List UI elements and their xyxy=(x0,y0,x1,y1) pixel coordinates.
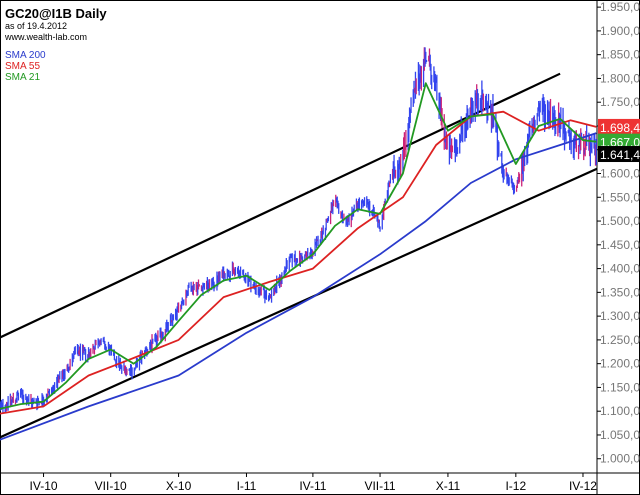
x-tick-label: IV-10 xyxy=(30,479,58,493)
legend-sma-21: SMA 21 xyxy=(5,72,41,83)
x-tick-label: VII-11 xyxy=(364,479,395,493)
y-tick-label: 1.400,0 xyxy=(600,262,640,276)
y-tick-label: 1.550,0 xyxy=(600,190,640,204)
legend-sma-200: SMA 200 xyxy=(5,50,46,61)
y-tick-label: 1.450,0 xyxy=(600,238,640,252)
channel-upper-line xyxy=(0,72,561,339)
y-tick-label: 1.950,0 xyxy=(600,0,640,14)
y-tick-label: 1.750,0 xyxy=(600,95,640,109)
y-tick-label: 1.000,0 xyxy=(600,452,640,466)
legend-sma-55: SMA 55 xyxy=(5,61,41,72)
y-tick-label: 1.500,0 xyxy=(600,214,640,228)
y-tick-label: 1.100,0 xyxy=(600,404,640,418)
as-of-date: as of 19.4.2012 xyxy=(5,21,68,31)
price-tag-last-label: 1.641,4 xyxy=(600,148,640,162)
chart-title: GC20@I1B Daily xyxy=(5,6,107,21)
x-tick-label: IV-12 xyxy=(569,479,597,493)
y-tick-label: 1.250,0 xyxy=(600,333,640,347)
source-site: www.wealth-lab.com xyxy=(5,32,88,42)
x-tick-label: X-10 xyxy=(166,479,192,493)
y-tick-label: 1.900,0 xyxy=(600,24,640,38)
y-tick-label: 1.850,0 xyxy=(600,48,640,62)
sma-21-line xyxy=(0,82,597,410)
y-tick-label: 1.600,0 xyxy=(600,167,640,181)
x-tick-label: I-12 xyxy=(505,479,526,493)
x-tick-label: X-11 xyxy=(436,479,461,493)
channel-lower-line xyxy=(0,167,598,439)
price-tag-sma55 xyxy=(598,118,640,135)
x-tick-label: I-11 xyxy=(237,479,257,493)
sma-55-line xyxy=(0,110,597,415)
x-tick-label: IV-11 xyxy=(299,479,326,493)
y-tick-label: 1.300,0 xyxy=(600,309,640,323)
sma-200-line xyxy=(0,132,597,441)
y-tick-label: 1.800,0 xyxy=(600,71,640,85)
y-tick-label: 1.050,0 xyxy=(600,428,640,442)
price-tag-sma21 xyxy=(598,133,640,150)
price-tag-sma55-label: 1.698,4 xyxy=(600,121,640,135)
y-tick-label: 1.150,0 xyxy=(600,380,640,394)
x-tick-label: VII-10 xyxy=(95,479,127,493)
y-tick-label: 1.350,0 xyxy=(600,285,640,299)
price-tag-last xyxy=(598,146,640,163)
y-tick-label: 1.200,0 xyxy=(600,357,640,371)
